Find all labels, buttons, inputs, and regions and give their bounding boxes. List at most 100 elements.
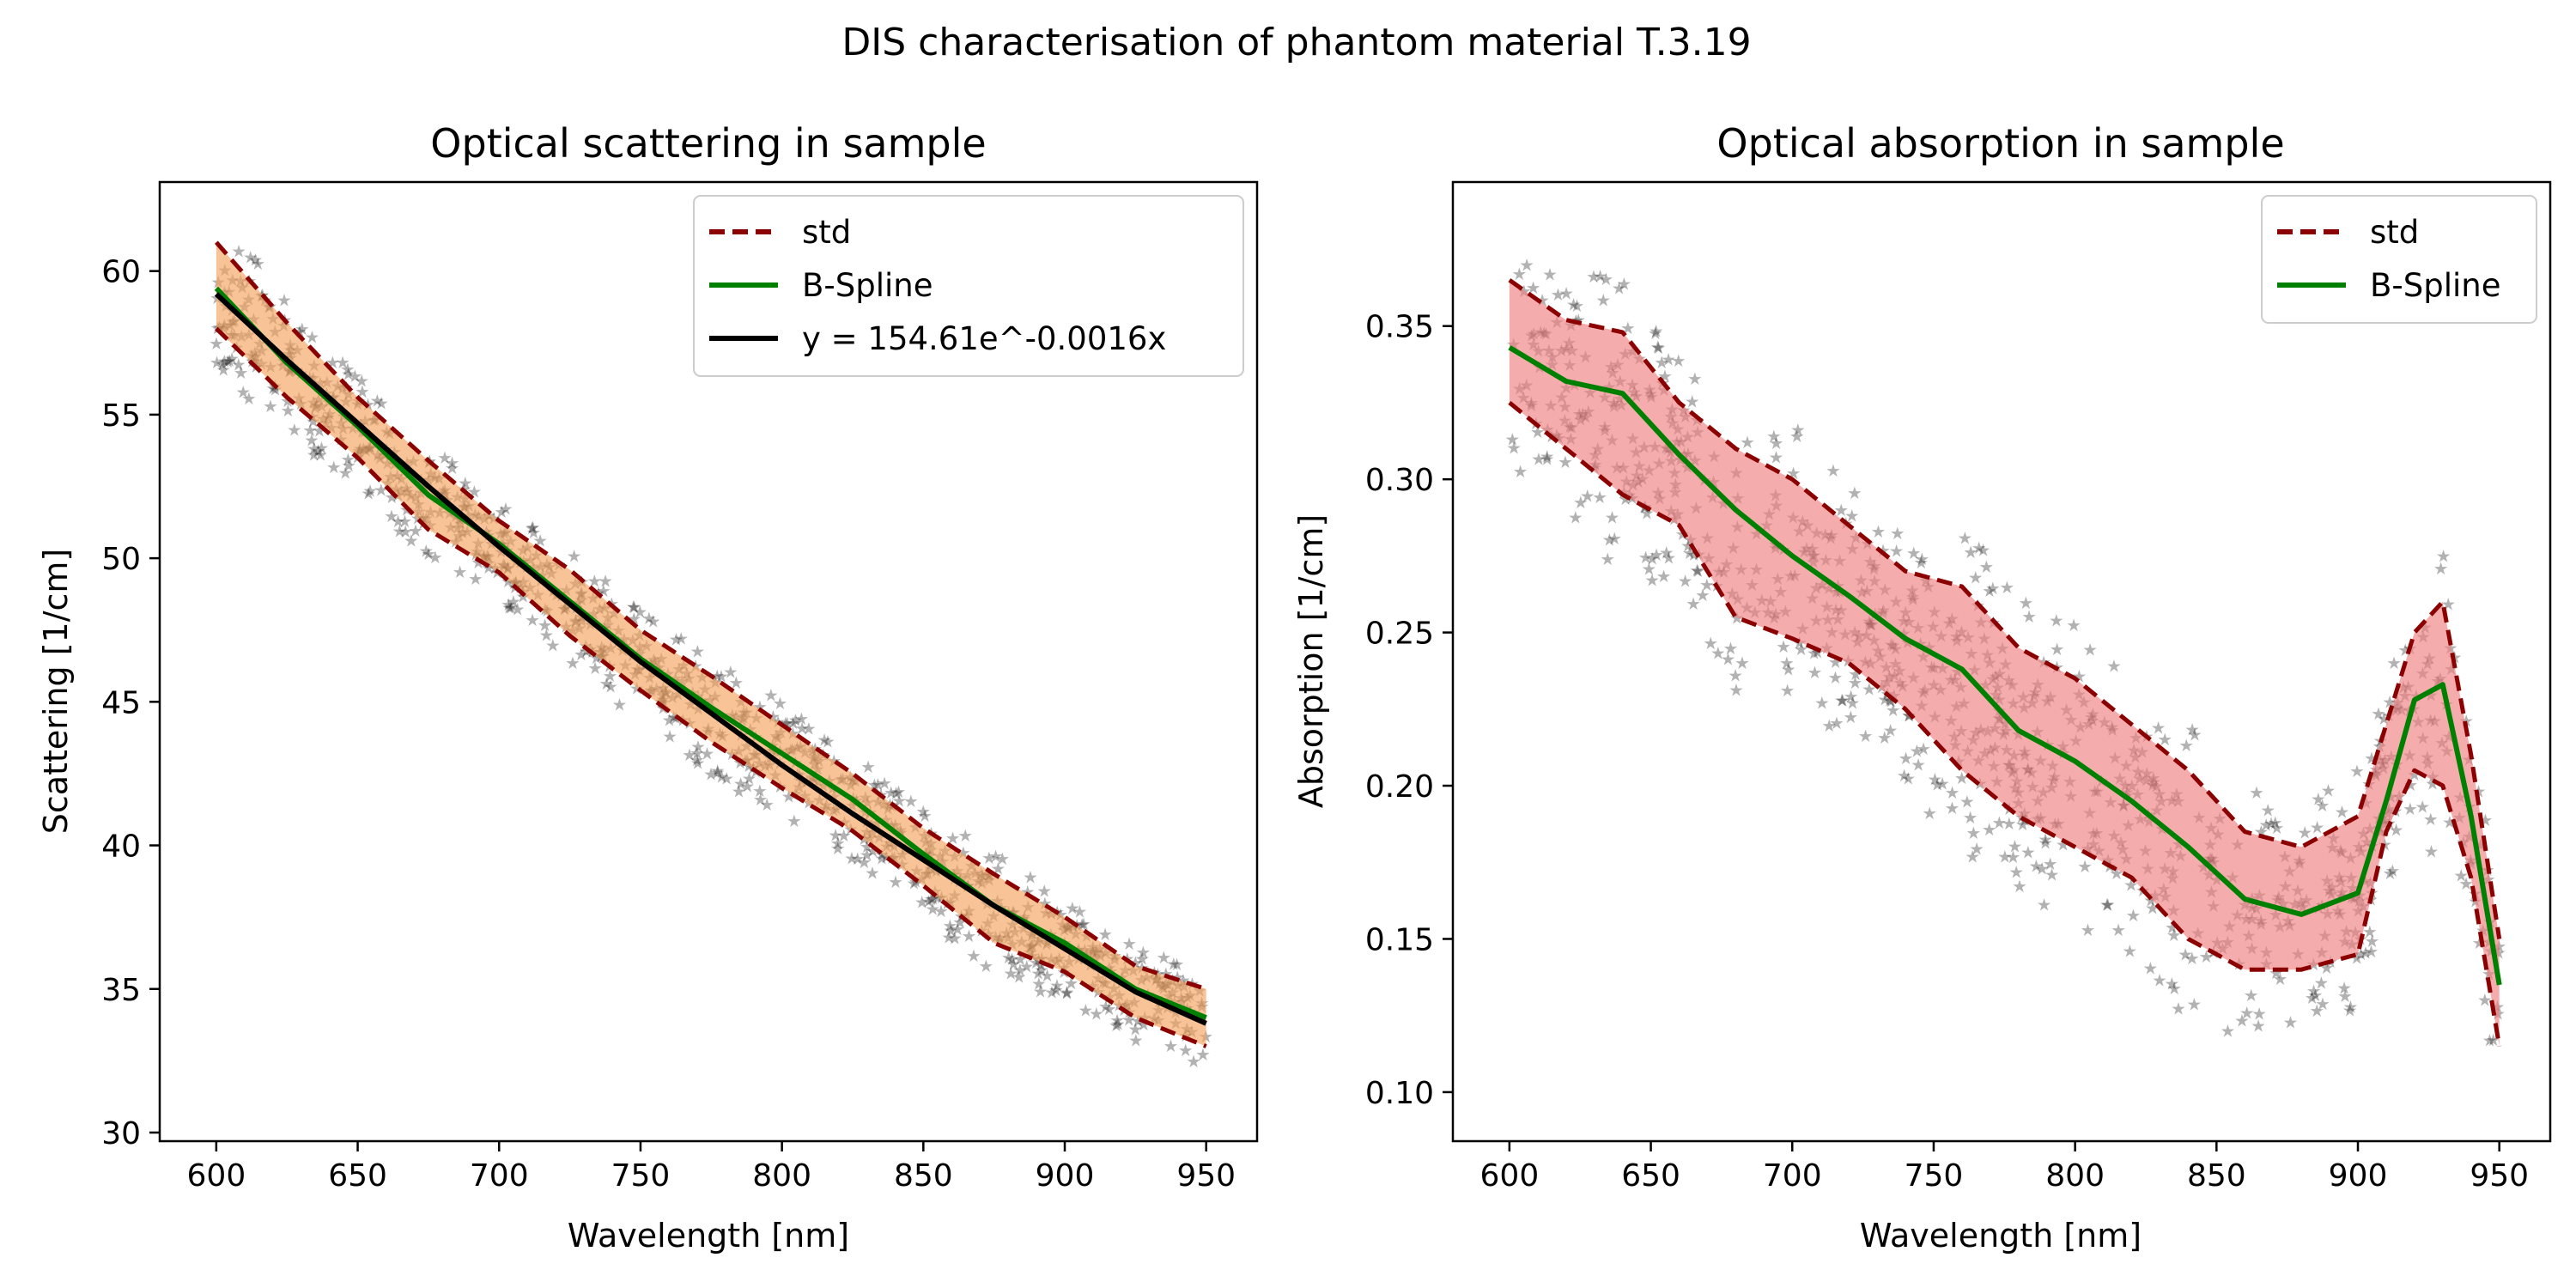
- scattering-measurement-star: ★: [714, 766, 729, 787]
- scattering-panel: Optical scattering in sample Wavelength …: [37, 120, 1259, 1255]
- absorption-measurement-star: ★: [1568, 507, 1583, 528]
- absorption-measurement-star: ★: [2263, 813, 2279, 834]
- scattering-measurement-star: ★: [287, 419, 302, 440]
- absorption-measurement-star: ★: [2342, 999, 2358, 1020]
- absorption-measurement-star: ★: [2315, 795, 2330, 816]
- absorption-legend-box: [2261, 195, 2537, 324]
- absorption-measurement-star: ★: [1550, 284, 1565, 305]
- absorption-measurement-star: ★: [1649, 544, 1664, 565]
- scattering-ytick-label: 60: [101, 255, 141, 290]
- scattering-measurement-star: ★: [1030, 963, 1046, 983]
- scattering-ytick-label: 30: [101, 1116, 141, 1151]
- absorption-measurement-star: ★: [1957, 527, 1972, 548]
- absorption-measurement-star: ★: [1513, 461, 1528, 482]
- scattering-measurement-star: ★: [392, 520, 407, 541]
- absorption-measurement-star: ★: [2305, 987, 2320, 1008]
- scattering-measurement-star: ★: [567, 546, 582, 567]
- scattering-measurement-star: ★: [243, 247, 258, 268]
- scattering-measurement-star: ★: [1134, 949, 1150, 969]
- scattering-measurement-star: ★: [1049, 975, 1065, 996]
- scattering-measurement-star: ★: [978, 956, 993, 976]
- absorption-measurement-star: ★: [1982, 580, 1997, 601]
- absorption-measurement-star: ★: [2077, 856, 2093, 877]
- absorption-xtick-label: 900: [2329, 1158, 2388, 1194]
- absorption-measurement-star: ★: [2005, 847, 2020, 867]
- absorption-measurement-star: ★: [1848, 672, 1863, 693]
- scattering-measurement-star: ★: [828, 824, 843, 845]
- scattering-measurement-star: ★: [337, 463, 353, 483]
- absorption-measurement-star: ★: [1978, 556, 1994, 577]
- scattering-measurement-star: ★: [668, 629, 683, 649]
- absorption-measurement-star: ★: [2106, 655, 2122, 676]
- absorption-measurement-star: ★: [1877, 727, 1893, 748]
- scattering-measurement-star: ★: [1001, 947, 1017, 968]
- scattering-measurement-star: ★: [752, 781, 768, 801]
- absorption-measurement-star: ★: [1531, 448, 1546, 469]
- absorption-measurement-star: ★: [2308, 985, 2324, 1005]
- absorption-legend: std B-Spline: [2261, 195, 2537, 324]
- scattering-legend-box: [693, 195, 1244, 377]
- scattering-measurement-star: ★: [598, 673, 614, 694]
- absorption-measurement-star: ★: [1890, 523, 1905, 544]
- scattering-measurement-star: ★: [1004, 949, 1019, 969]
- absorption-legend-label: B-Spline: [2370, 267, 2500, 304]
- scattering-measurement-star: ★: [888, 872, 903, 892]
- absorption-measurement-star: ★: [1965, 823, 1981, 843]
- scattering-measurement-star: ★: [966, 945, 981, 966]
- absorption-measurement-star: ★: [2028, 855, 2044, 876]
- scattering-fit-line: [214, 292, 1207, 1026]
- absorption-measurement-star: ★: [1997, 847, 2013, 867]
- absorption-measurement-star: ★: [1703, 633, 1718, 653]
- absorption-measurement-star: ★: [1776, 636, 1791, 657]
- absorption-measurement-star: ★: [2142, 958, 2158, 979]
- absorption-measurement-star: ★: [1656, 566, 1672, 586]
- scattering-xtick-label: 750: [611, 1158, 671, 1194]
- scattering-title: Optical scattering in sample: [430, 120, 986, 167]
- scattering-measurement-star: ★: [404, 530, 419, 550]
- absorption-measurement-star: ★: [2386, 653, 2402, 673]
- scattering-measurement-star: ★: [340, 359, 355, 380]
- scattering-legend-label: B-Spline: [802, 267, 933, 304]
- absorption-measurement-star: ★: [1641, 559, 1656, 580]
- scattering-measurement-star: ★: [690, 736, 706, 756]
- absorption-measurement-star: ★: [1650, 337, 1666, 357]
- absorption-measurement-star: ★: [2249, 782, 2264, 803]
- absorption-measurement-star: ★: [2164, 973, 2179, 993]
- absorption-measurement-star: ★: [1913, 552, 1929, 573]
- absorption-measurement-star: ★: [1929, 774, 1945, 794]
- scattering-measurement-star: ★: [1003, 963, 1018, 983]
- scattering-measurement-star: ★: [914, 892, 930, 913]
- absorption-measurement-star: ★: [2315, 993, 2330, 1014]
- scattering-measurement-star: ★: [1040, 965, 1055, 986]
- scattering-measurement-star: ★: [817, 730, 832, 750]
- absorption-measurement-star: ★: [1927, 769, 1942, 789]
- absorption-measurement-star: ★: [1922, 803, 1937, 823]
- scattering-measurement-star: ★: [673, 628, 689, 648]
- scattering-measurement-star: ★: [733, 774, 749, 794]
- absorption-measurement-star: ★: [1906, 543, 1922, 563]
- scattering-measurement-star: ★: [877, 773, 892, 793]
- scattering-measurement-star: ★: [1163, 1036, 1178, 1056]
- absorption-measurement-star: ★: [1843, 707, 1858, 727]
- absorption-measurement-star: ★: [2008, 861, 2024, 882]
- scattering-measurement-star: ★: [453, 562, 468, 582]
- absorption-measurement-star: ★: [1780, 680, 1795, 701]
- absorption-measurement-star: ★: [2343, 996, 2359, 1017]
- absorption-measurement-star: ★: [2260, 800, 2275, 821]
- scattering-measurement-star: ★: [250, 253, 265, 274]
- scattering-measurement-star: ★: [603, 677, 618, 697]
- absorption-measurement-star: ★: [1728, 680, 1744, 701]
- scattering-measurement-star: ★: [844, 848, 860, 868]
- absorption-measurement-star: ★: [2234, 1011, 2250, 1031]
- absorption-measurement-star: ★: [2244, 985, 2259, 1005]
- absorption-measurement-star: ★: [2258, 815, 2274, 835]
- scattering-measurement-star: ★: [241, 388, 257, 409]
- absorption-measurement-star: ★: [1651, 337, 1667, 358]
- scattering-measurement-star: ★: [1128, 1030, 1144, 1051]
- scattering-measurement-star: ★: [836, 825, 852, 846]
- absorption-measurement-star: ★: [1654, 352, 1669, 373]
- scattering-measurement-star: ★: [830, 838, 846, 859]
- absorption-measurement-star: ★: [1807, 662, 1822, 683]
- scattering-measurement-star: ★: [856, 852, 872, 872]
- scattering-measurement-star: ★: [739, 776, 755, 797]
